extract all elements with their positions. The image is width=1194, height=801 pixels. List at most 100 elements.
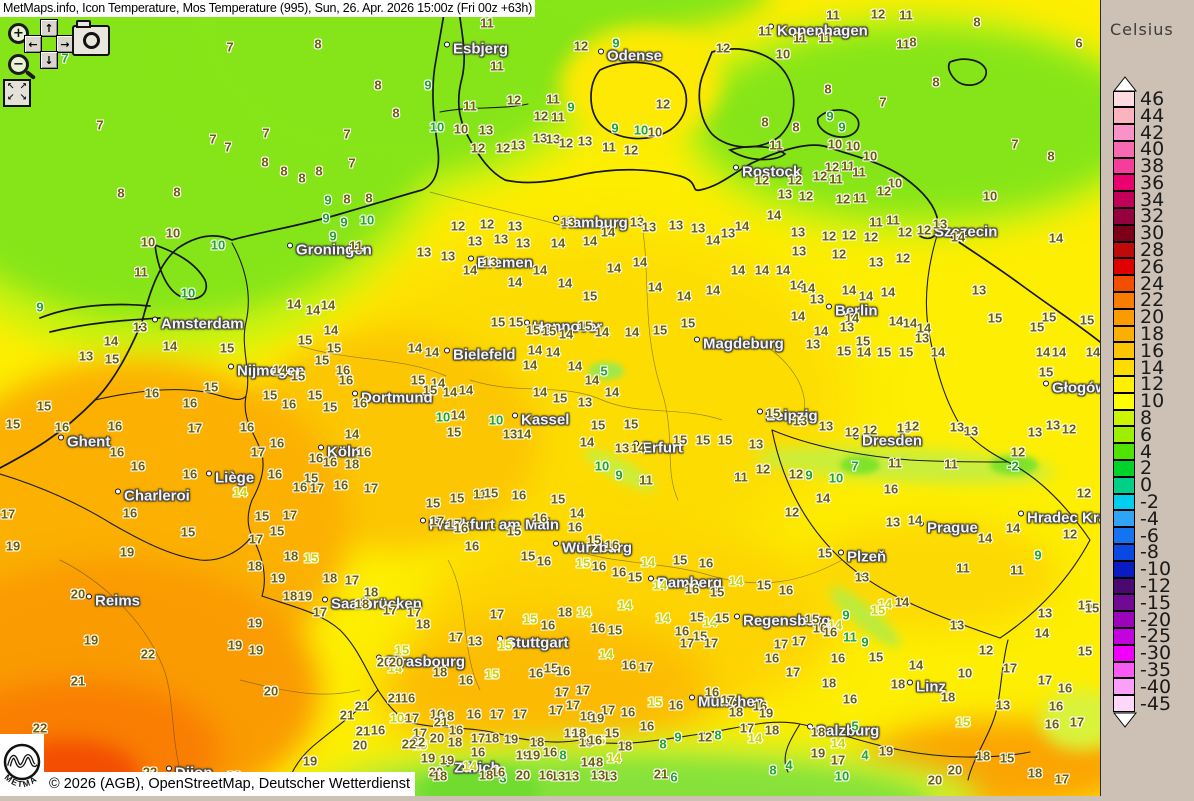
temp-value: 12 [862,422,878,438]
temp-value: 5 [600,363,608,379]
temp-value: 9 [861,634,869,650]
temp-value: 9 [36,299,44,315]
temp-value: 17 [1069,714,1085,730]
pan-down-button[interactable]: ↓ [40,51,58,69]
temp-value: 14 [584,372,600,388]
temp-value: 15 [717,432,733,448]
temp-value: 14 [576,604,592,620]
temp-value: 13 [748,436,764,452]
fill-green-harz [588,362,624,380]
temp-value: 15 [1038,364,1054,380]
temp-value: 14 [734,218,750,234]
temp-value: 15 [522,611,538,627]
temp-value: 18 [821,675,837,691]
temp-value: 16 [590,620,606,636]
temp-value: 21 [355,723,371,739]
temp-value: 15 [541,323,557,339]
legend-value: 16 [1140,339,1165,362]
temp-value: 12 [479,216,495,232]
legend-entry: 32 [1113,207,1171,226]
temp-value: 13 [478,122,494,138]
snapshot-button[interactable] [72,20,110,56]
zoom-out-button[interactable]: − [8,54,29,75]
temp-value: 16 [239,419,255,435]
temp-value: 19 [878,743,894,759]
temp-value: 11 [463,98,477,114]
legend-swatch [1113,577,1135,595]
map-viewport[interactable]: Esbjerg Odense Kopenhagen Rostock Szczecin Ha… [0,0,1100,796]
temp-value: 7 [879,94,887,110]
temp-value: 14 [930,344,946,360]
legend-swatch [1113,628,1135,645]
temp-value: 16 [109,444,125,460]
temp-value: 14 [624,324,640,340]
temp-value: 12 [897,224,913,240]
temp-value: 17 [830,752,846,768]
temp-value: 9 [340,214,348,230]
metmaps-logo[interactable]: METMAPS [0,726,44,796]
legend-value: -12 [1140,575,1172,598]
temp-value: 20 [388,654,404,670]
temp-value: 15 [999,750,1015,766]
temp-value: 15 [449,490,465,506]
legend-swatch [1113,460,1135,477]
temp-value: 12 [1076,485,1092,501]
temp-value: 15 [586,532,602,548]
temp-value: 12 [755,461,771,477]
temp-value: 15 [689,609,705,625]
temp-value: 15 [623,416,639,432]
temp-value: 19 [302,753,318,769]
temp-value: 21 [339,707,355,723]
temp-value: 11 [853,190,867,206]
temp-value: 16 [764,650,780,666]
temp-value: 16 [639,718,655,734]
arrow-right-icon: → [60,37,70,51]
temp-value: 14 [841,282,857,298]
temp-value: 15 [817,545,833,561]
temp-value: 4 [861,747,869,763]
temp-value: 13 [790,224,806,240]
temp-value: 14 [815,490,831,506]
temp-value: 15 [307,387,323,403]
temp-value: 13 [854,569,870,585]
temp-value: 17 [404,710,420,726]
temp-value: 17 [187,420,203,436]
temp-value: 15 [607,622,623,638]
temp-value: 18 [282,588,298,604]
legend-value: 10 [1140,390,1165,413]
legend-value: 24 [1140,272,1165,295]
temp-value: 15 [180,524,196,540]
temp-value: 14 [462,758,478,774]
temp-value: 12 [1061,421,1077,437]
temp-value: 11 [473,486,487,502]
legend-entry: -40 [1113,677,1171,696]
temp-value: 17 [344,572,360,588]
legend-swatch [1113,224,1135,242]
temp-value: 19 [525,747,541,763]
temp-value: 20 [927,772,943,788]
temp-value: 8 [314,36,322,52]
legend-swatch [1113,644,1135,662]
legend-scale: 46 44 42 40 38 36 34 32 30 28 26 24 22 20 18 16 14 12 10 8 6… [1113,89,1172,713]
temp-value: 16 [470,744,486,760]
temp-value: 13 [963,423,979,439]
temp-value: 10 [845,138,861,154]
legend-value: 22 [1140,289,1165,312]
temp-value: 14 [632,254,648,270]
temp-value: 17 [720,692,736,708]
temp-value: 17 [309,480,325,496]
fullscreen-button[interactable]: ↖ ↗ ↙ ↘ [3,79,31,107]
legend-swatch [1113,510,1135,528]
temp-value: 13 [914,330,930,346]
temp-value: 16 [370,722,386,738]
temp-value: 10 [435,409,451,425]
temp-value: 8 [824,81,832,97]
temp-value: 14 [647,279,663,295]
temp-value: 14 [305,302,321,318]
legend-value: 34 [1140,188,1165,211]
temp-value: 14 [462,262,478,278]
temp-value: 15 [680,315,696,331]
legend-entry: 0 [1113,476,1171,495]
temp-value: 18 [478,767,494,783]
temp-value: 11 [1010,562,1024,578]
